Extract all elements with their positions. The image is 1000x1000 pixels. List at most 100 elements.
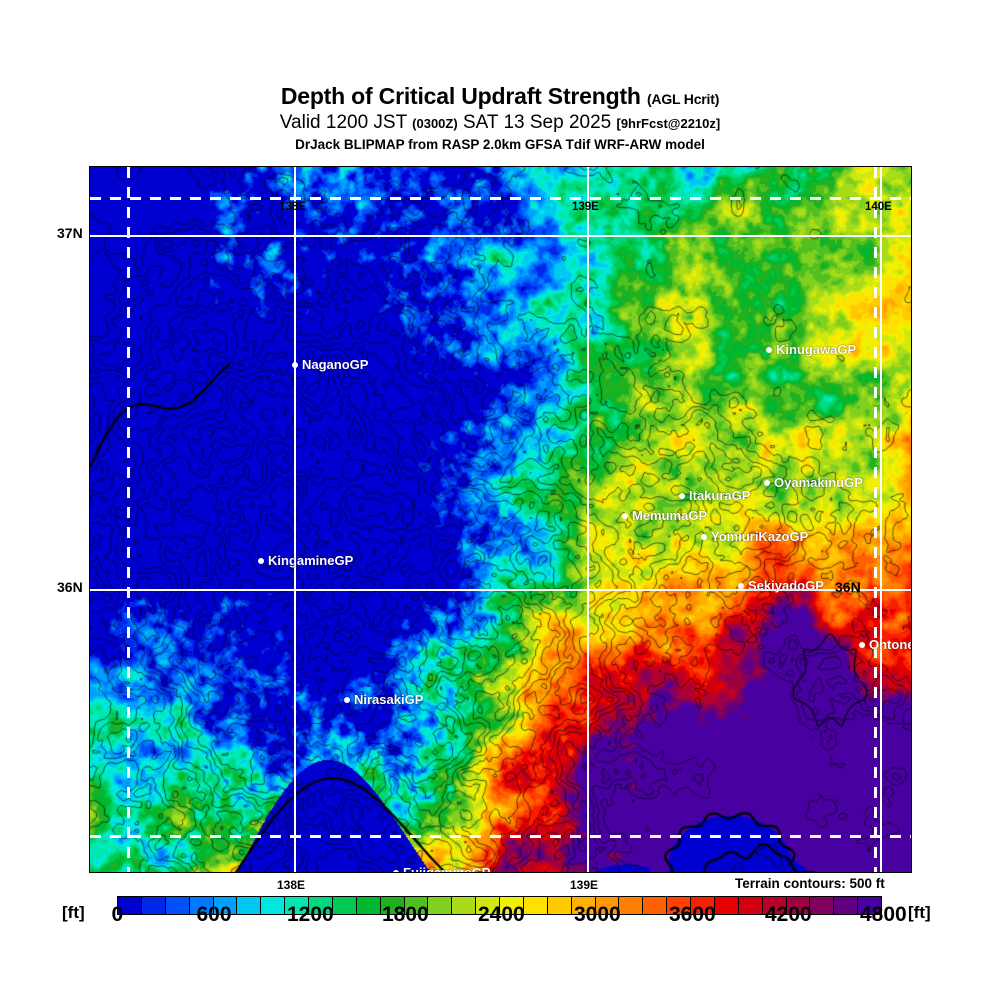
longitude-gridline — [880, 167, 882, 872]
colorbar-swatch — [738, 897, 763, 914]
waypoint-label: ItakuraGP — [689, 488, 751, 504]
domain-boundary-vertical — [127, 167, 130, 872]
colorbar-tick: 1800 — [382, 903, 429, 926]
colorbar-unit-left: [ft] — [62, 903, 85, 922]
waypoint-dot-icon — [701, 533, 707, 540]
waypoint-label: FujigamineGP — [403, 865, 491, 873]
colorbar-swatch — [356, 897, 381, 914]
latitude-gridline — [90, 235, 911, 237]
latitude-gridline — [90, 589, 911, 591]
title-valid-line: Valid 1200 JST (0300Z) SAT 13 Sep 2025 [… — [0, 112, 1000, 135]
title-main-suffix: (AGL Hcrit) — [646, 91, 720, 107]
valid-time: Valid 1200 JST — [279, 112, 407, 133]
colorbar-swatch — [309, 897, 333, 914]
terrain-contour-note: Terrain contours: 500 ft — [735, 876, 885, 891]
colorbar[interactable] — [117, 896, 882, 915]
waypoint-dot-icon — [622, 512, 628, 519]
colorbar-swatch — [858, 897, 881, 914]
colorbar-tick: 3600 — [669, 903, 716, 926]
colorbar-swatch — [118, 897, 142, 914]
colorbar-swatch — [332, 897, 357, 914]
waypoint-label: KingamineGP — [268, 553, 354, 569]
colorbar-swatch — [380, 897, 405, 914]
longitude-gridline — [587, 167, 589, 872]
map-overlay-layer: 138E 139E 140E 36N NaganoGP KinugawaGP Oyamaki… — [90, 167, 911, 872]
waypoint-dot-icon — [393, 869, 399, 872]
waypoint-label: NaganoGP — [302, 357, 369, 373]
colorbar-swatch — [571, 897, 596, 914]
waypoint-marker[interactable]: Ohtone — [859, 636, 912, 654]
title-block: Depth of Critical Updraft Strength (AGL … — [0, 84, 1000, 153]
lat-label: 36N — [57, 579, 83, 595]
colorbar-swatch — [261, 897, 286, 914]
longitude-gridline — [294, 167, 296, 872]
colorbar-swatch — [834, 897, 859, 914]
waypoint-label: MemumaGP — [632, 508, 708, 524]
colorbar-swatch — [476, 897, 500, 914]
waypoint-dot-icon — [738, 582, 744, 589]
waypoint-label: SekiyadoGP — [748, 578, 824, 594]
colorbar-tick: 3000 — [574, 903, 621, 926]
lat-label-inside: 36N — [835, 579, 861, 595]
colorbar-tick: 600 — [196, 903, 232, 926]
colorbar-swatch — [500, 897, 524, 914]
valid-zulu: (0300Z) — [412, 116, 458, 131]
lon-label-top: 139E — [572, 201, 599, 213]
colorbar-swatch — [547, 897, 572, 914]
waypoint-label: KinugawaGP — [776, 342, 857, 358]
waypoint-marker[interactable]: KingamineGP — [258, 552, 353, 570]
lon-label-top: 140E — [865, 201, 892, 213]
waypoint-label: OyamakinuGP — [774, 475, 863, 491]
colorbar-swatch — [667, 897, 691, 914]
colorbar-tick: 4800 — [860, 903, 907, 926]
colorbar-swatch — [213, 897, 238, 914]
colorbar-swatch — [452, 897, 477, 914]
waypoint-dot-icon — [258, 557, 264, 564]
waypoint-marker[interactable]: YomiuriKazoGP — [701, 528, 808, 546]
forecast-map[interactable]: 138E 139E 140E 36N NaganoGP KinugawaGP Oyamaki… — [89, 166, 912, 873]
colorbar-swatch — [691, 897, 715, 914]
colorbar-swatch — [237, 897, 262, 914]
colorbar-tick: 4200 — [765, 903, 812, 926]
waypoint-dot-icon — [859, 641, 865, 648]
waypoint-marker[interactable]: OyamakinuGP — [764, 474, 863, 492]
colorbar-swatch — [786, 897, 811, 914]
map-raster-layer — [90, 167, 911, 872]
waypoint-marker[interactable]: NaganoGP — [292, 356, 368, 374]
colorbar-unit-right: [ft] — [908, 903, 931, 922]
lon-label: 138E — [277, 878, 306, 892]
domain-boundary-horizontal — [90, 197, 911, 200]
colorbar-tick: 1200 — [287, 903, 334, 926]
domain-boundary-vertical — [874, 167, 877, 872]
colorbar-swatch — [141, 897, 166, 914]
valid-date: SAT 13 Sep 2025 — [462, 112, 612, 133]
waypoint-marker[interactable]: ItakuraGP — [679, 487, 750, 505]
colorbar-swatch — [189, 897, 214, 914]
waypoint-dot-icon — [292, 361, 298, 368]
colorbar-swatch — [643, 897, 668, 914]
waypoint-marker[interactable]: MemumaGP — [622, 507, 707, 525]
waypoint-marker[interactable]: SekiyadoGP — [738, 577, 824, 595]
waypoint-label: Ohtone — [869, 637, 912, 653]
colorbar-tick: 0 — [111, 903, 124, 926]
forecast-tag: [9hrFcst@2210z] — [616, 116, 721, 131]
waypoint-label: NirasakiGP — [354, 692, 424, 708]
waypoint-dot-icon — [764, 479, 770, 486]
lon-label: 139E — [570, 878, 599, 892]
title-source-line: DrJack BLIPMAP from RASP 2.0km GFSA Tdif… — [295, 137, 705, 152]
lon-label-top: 138E — [279, 201, 306, 213]
waypoint-marker[interactable]: NirasakiGP — [344, 691, 423, 709]
waypoint-marker[interactable]: KinugawaGP — [766, 341, 856, 359]
waypoint-marker[interactable]: FujigamineGP — [393, 864, 491, 873]
page-title: Depth of Critical Updraft Strength — [280, 83, 641, 109]
colorbar-swatch — [404, 897, 429, 914]
colorbar-swatch — [595, 897, 620, 914]
colorbar-swatch — [714, 897, 739, 914]
colorbar-swatch — [523, 897, 548, 914]
lat-label: 37N — [57, 225, 83, 241]
colorbar-swatch — [285, 897, 309, 914]
waypoint-dot-icon — [344, 696, 350, 703]
colorbar-swatch — [428, 897, 453, 914]
waypoint-dot-icon — [766, 346, 772, 353]
colorbar-swatch — [165, 897, 190, 914]
